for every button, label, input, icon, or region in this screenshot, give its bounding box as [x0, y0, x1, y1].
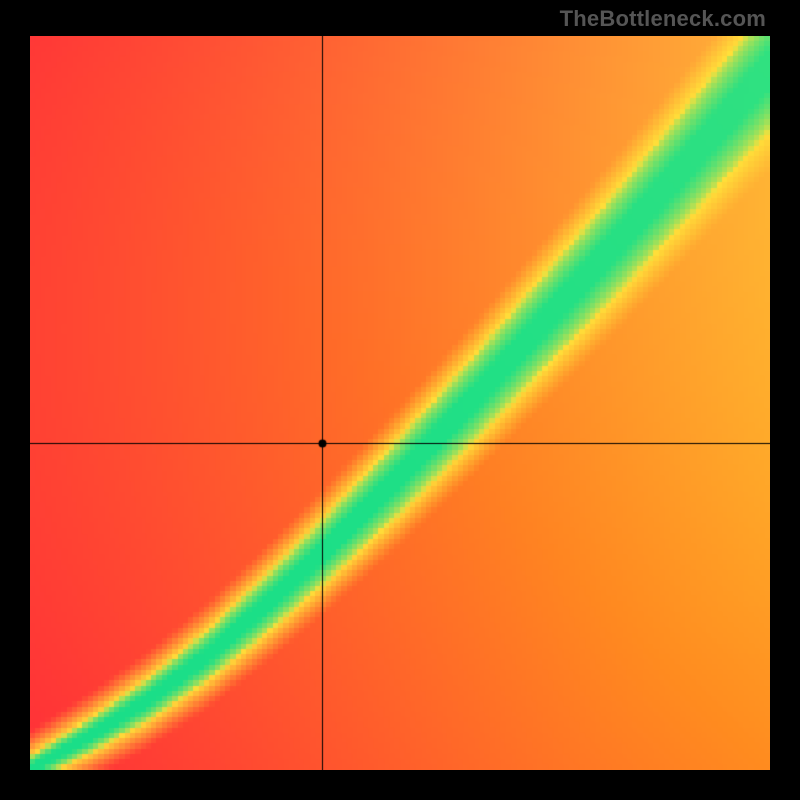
- watermark-text: TheBottleneck.com: [560, 6, 766, 32]
- page-root: { "watermark": { "text": "TheBottleneck.…: [0, 0, 800, 800]
- heatmap-plot: [30, 36, 770, 770]
- heatmap-canvas: [30, 36, 770, 770]
